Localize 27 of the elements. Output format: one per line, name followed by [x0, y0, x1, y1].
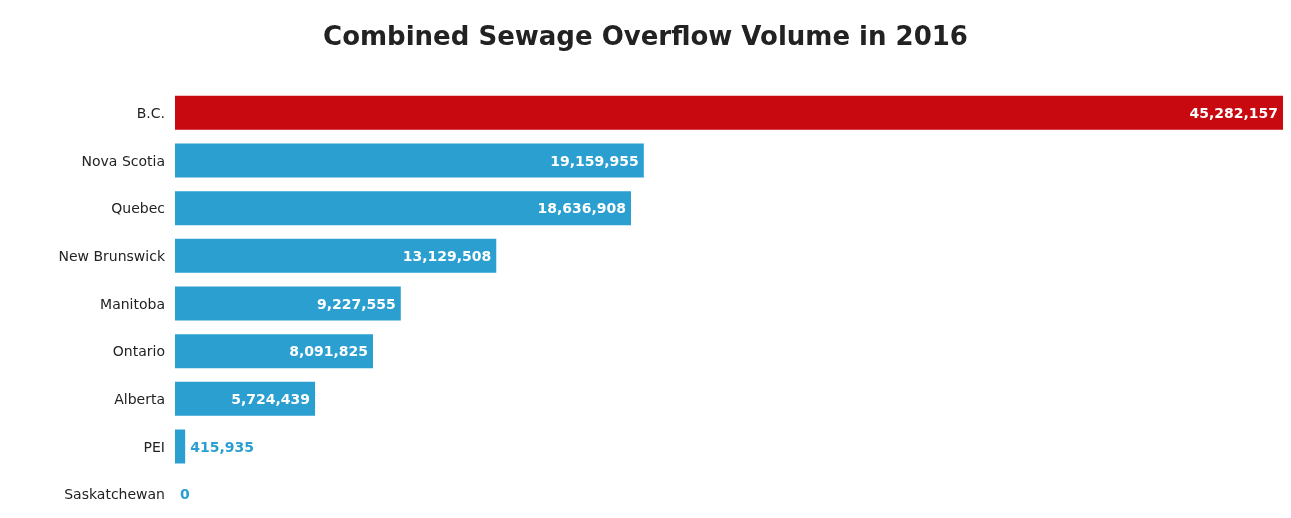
data-label: 5,724,439 — [231, 390, 311, 407]
bar — [175, 429, 186, 464]
bar — [175, 95, 1283, 130]
y-tick-label: Quebec — [111, 200, 165, 217]
y-tick-label: Ontario — [112, 343, 165, 360]
data-label: 13,129,508 — [402, 247, 492, 264]
data-label: 0 — [180, 486, 190, 503]
y-tick-label: Manitoba — [100, 295, 165, 312]
y-tick-label: Saskatchewan — [64, 486, 165, 503]
bar — [175, 238, 497, 273]
y-tick-label: New Brunswick — [58, 247, 166, 264]
chart-title: Combined Sewage Overflow Volume in 2016 — [323, 21, 968, 51]
bar — [175, 286, 401, 321]
y-tick-label: B.C. — [136, 104, 165, 121]
bar — [175, 191, 632, 226]
bar — [175, 334, 373, 369]
bar — [175, 381, 316, 416]
data-label: 45,282,157 — [1189, 104, 1278, 121]
y-tick-label: PEI — [143, 438, 165, 455]
y-tick-label: Alberta — [114, 390, 165, 407]
y-tick-label: Nova Scotia — [81, 152, 165, 169]
data-label: 8,091,825 — [289, 343, 368, 360]
data-label: 19,159,955 — [550, 152, 639, 169]
data-label: 9,227,555 — [316, 295, 396, 312]
bar — [175, 143, 644, 178]
data-label: 415,935 — [190, 438, 254, 455]
data-label: 18,636,908 — [537, 200, 627, 217]
